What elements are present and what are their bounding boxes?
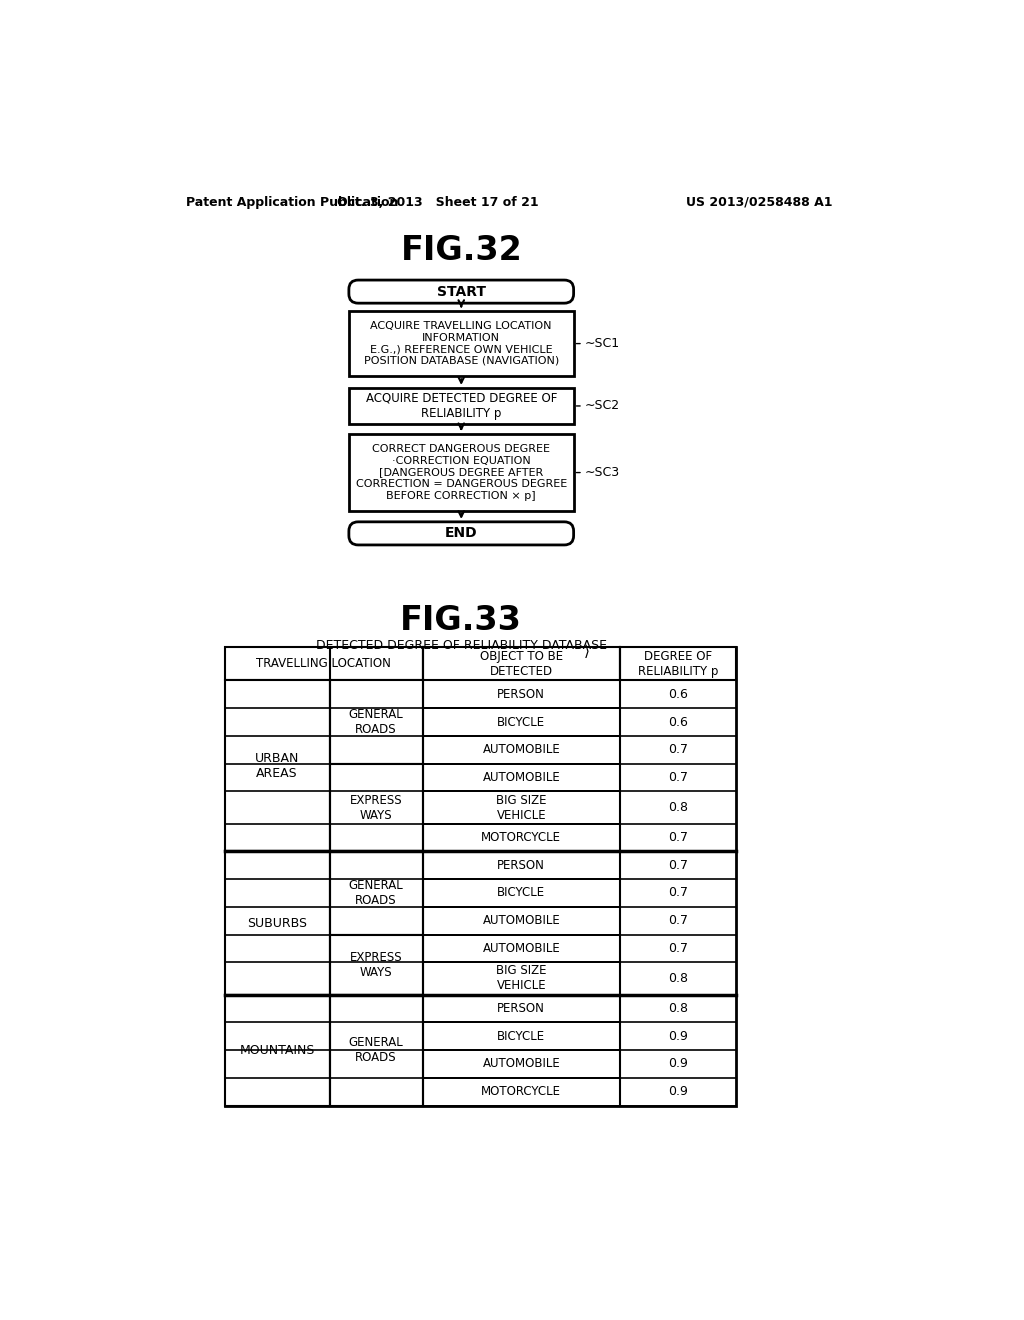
Text: EXPRESS
WAYS: EXPRESS WAYS (349, 793, 402, 821)
Text: ⟩: ⟩ (584, 644, 590, 660)
Text: 0.7: 0.7 (669, 915, 688, 927)
Text: US 2013/0258488 A1: US 2013/0258488 A1 (686, 195, 833, 209)
Text: 0.7: 0.7 (669, 771, 688, 784)
Text: 0.7: 0.7 (669, 743, 688, 756)
Text: AUTOMOBILE: AUTOMOBILE (482, 942, 560, 954)
Bar (330, 995, 423, 1106)
Text: AUTOMOBILE: AUTOMOBILE (482, 771, 560, 784)
Text: FIG.33: FIG.33 (400, 605, 522, 638)
Text: 0.8: 0.8 (669, 801, 688, 814)
Bar (349, 434, 573, 511)
Text: OBJECT TO BE
DETECTED: OBJECT TO BE DETECTED (480, 649, 563, 678)
Text: START: START (437, 285, 485, 298)
Text: ∼SC1: ∼SC1 (585, 337, 620, 350)
Text: MOTORCYCLE: MOTORCYCLE (481, 1085, 561, 1098)
Bar (423, 647, 621, 681)
Text: PERSON: PERSON (498, 859, 545, 871)
Text: MOUNTAINS: MOUNTAINS (240, 1044, 314, 1056)
Text: GENERAL
ROADS: GENERAL ROADS (348, 708, 403, 737)
Text: FIG.32: FIG.32 (400, 235, 522, 268)
Bar (225, 647, 736, 1106)
Text: SUBURBS: SUBURBS (247, 916, 307, 929)
Text: BIG SIZE
VEHICLE: BIG SIZE VEHICLE (496, 793, 547, 821)
Text: 0.6: 0.6 (669, 688, 688, 701)
Text: BICYCLE: BICYCLE (498, 887, 546, 899)
Text: TRAVELLING LOCATION: TRAVELLING LOCATION (256, 657, 391, 671)
Text: 0.9: 0.9 (669, 1030, 688, 1043)
Text: EXPRESS
WAYS: EXPRESS WAYS (349, 950, 402, 978)
FancyBboxPatch shape (349, 280, 573, 304)
Text: 0.7: 0.7 (669, 887, 688, 899)
Text: ∼SC3: ∼SC3 (585, 466, 620, 479)
Text: ACQUIRE DETECTED DEGREE OF
RELIABILITY p: ACQUIRE DETECTED DEGREE OF RELIABILITY p (366, 392, 557, 420)
Text: GENERAL
ROADS: GENERAL ROADS (348, 879, 403, 907)
Text: 0.7: 0.7 (669, 859, 688, 871)
Bar (621, 647, 736, 681)
Text: Oct. 3, 2013   Sheet 17 of 21: Oct. 3, 2013 Sheet 17 of 21 (337, 195, 539, 209)
Text: 0.7: 0.7 (669, 942, 688, 954)
FancyBboxPatch shape (349, 521, 573, 545)
Bar (225, 681, 330, 851)
Bar (330, 935, 423, 995)
Bar (330, 851, 423, 935)
Text: 0.8: 0.8 (669, 1002, 688, 1015)
Text: ∼SC2: ∼SC2 (585, 400, 620, 412)
Text: MOTORCYCLE: MOTORCYCLE (481, 832, 561, 843)
Text: 0.6: 0.6 (669, 715, 688, 729)
Bar (330, 681, 423, 763)
Text: AUTOMOBILE: AUTOMOBILE (482, 1057, 560, 1071)
Text: DEGREE OF
RELIABILITY p: DEGREE OF RELIABILITY p (638, 649, 719, 678)
Text: PERSON: PERSON (498, 1002, 545, 1015)
Bar (330, 763, 423, 851)
Text: 0.8: 0.8 (669, 972, 688, 985)
Text: Patent Application Publication: Patent Application Publication (186, 195, 398, 209)
Bar (225, 647, 423, 681)
Text: ACQUIRE TRAVELLING LOCATION
INFORMATION
E.G.,) REFERENCE OWN VEHICLE
POSITION DA: ACQUIRE TRAVELLING LOCATION INFORMATION … (364, 321, 559, 366)
Text: BIG SIZE
VEHICLE: BIG SIZE VEHICLE (496, 965, 547, 993)
Text: AUTOMOBILE: AUTOMOBILE (482, 743, 560, 756)
Text: PERSON: PERSON (498, 688, 545, 701)
Bar (225, 995, 330, 1106)
Bar (349, 388, 573, 424)
Text: 0.9: 0.9 (669, 1057, 688, 1071)
Text: URBAN
AREAS: URBAN AREAS (255, 752, 299, 780)
Text: BICYCLE: BICYCLE (498, 1030, 546, 1043)
Text: DETECTED DEGREE OF RELIABILITY DATABASE: DETECTED DEGREE OF RELIABILITY DATABASE (315, 639, 607, 652)
Bar (349, 312, 573, 376)
Text: END: END (445, 527, 477, 540)
Text: 0.9: 0.9 (669, 1085, 688, 1098)
Text: 0.7: 0.7 (669, 832, 688, 843)
Text: CORRECT DANGEROUS DEGREE
·CORRECTION EQUATION
[DANGEROUS DEGREE AFTER
CORRECTION: CORRECT DANGEROUS DEGREE ·CORRECTION EQU… (355, 445, 567, 500)
Text: GENERAL
ROADS: GENERAL ROADS (348, 1036, 403, 1064)
Bar (225, 851, 330, 995)
Text: AUTOMOBILE: AUTOMOBILE (482, 915, 560, 927)
Text: BICYCLE: BICYCLE (498, 715, 546, 729)
